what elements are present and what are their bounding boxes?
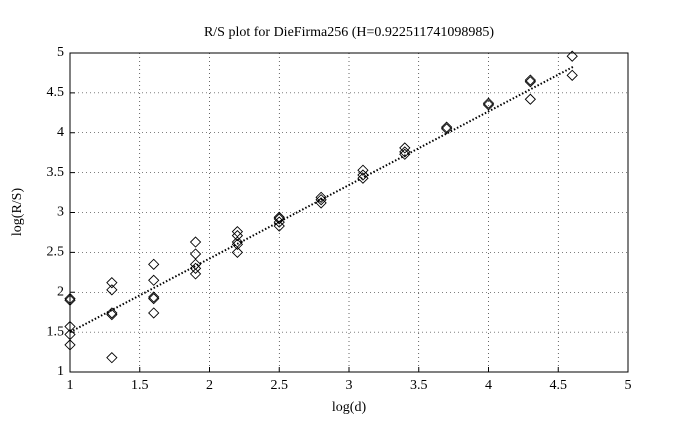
data-point	[441, 123, 453, 135]
data-point	[357, 169, 369, 181]
x-axis-label: log(d)	[332, 400, 367, 415]
data-point	[148, 258, 160, 270]
data-point	[231, 246, 244, 259]
data-point	[148, 307, 160, 319]
data-point	[64, 339, 76, 351]
y-tick-label: 1	[57, 364, 64, 379]
fit-line	[69, 65, 575, 334]
y-tick-label: 3.5	[47, 165, 65, 180]
x-tick-label: 2	[206, 378, 213, 393]
data-point	[273, 211, 285, 223]
y-tick-label: 4	[57, 125, 64, 140]
data-point	[524, 76, 536, 88]
data-point	[148, 274, 160, 286]
y-tick-label: 2.5	[47, 245, 65, 260]
data-point	[148, 291, 160, 303]
data-point	[566, 50, 578, 62]
x-tick-label: 2.5	[271, 378, 289, 393]
y-tick-label: 4.5	[47, 85, 65, 100]
data-point	[106, 308, 118, 321]
y-axis-label: log(R/S)	[10, 188, 25, 237]
data-point	[106, 284, 118, 296]
data-point	[64, 292, 76, 305]
y-tick-label: 5	[57, 45, 64, 60]
x-tick-label: 1	[67, 378, 74, 393]
x-tick-label: 3.5	[410, 378, 428, 393]
y-tick-label: 1.5	[47, 324, 65, 339]
data-point	[357, 164, 369, 176]
data-point	[231, 229, 244, 242]
data-point	[64, 320, 76, 333]
x-tick-label: 4	[485, 378, 492, 393]
data-point	[566, 69, 578, 81]
data-point	[189, 268, 202, 280]
x-tick-label: 5	[625, 378, 632, 393]
x-tick-label: 1.5	[131, 378, 149, 393]
x-tick-label: 4.5	[550, 378, 568, 393]
data-point	[189, 236, 202, 248]
data-point	[189, 248, 202, 260]
data-point	[106, 277, 118, 289]
data-point	[441, 121, 453, 133]
data-point	[273, 216, 285, 228]
data-point	[273, 220, 285, 232]
x-tick-label: 3	[346, 378, 353, 393]
y-tick-label: 3	[57, 205, 64, 220]
data-point	[399, 146, 411, 158]
plot-frame	[69, 52, 629, 373]
data-point	[399, 142, 411, 154]
data-point	[189, 262, 202, 274]
data-point	[357, 172, 369, 184]
data-point	[64, 294, 76, 306]
data-point	[148, 292, 160, 305]
data-point	[399, 148, 411, 160]
data-point	[106, 352, 118, 364]
data-point	[524, 74, 536, 86]
data-point	[315, 194, 327, 206]
y-tick-label: 2	[57, 284, 64, 299]
data-point	[315, 191, 327, 203]
data-point	[273, 213, 285, 225]
data-point	[231, 226, 244, 238]
data-point	[315, 197, 327, 209]
data-point	[482, 99, 495, 111]
data-point	[524, 93, 536, 105]
chart-title: R/S plot for DieFirma256 (H=0.9225117410…	[204, 25, 494, 40]
data-point	[231, 238, 244, 251]
data-point	[482, 97, 495, 109]
data-point	[106, 307, 118, 319]
